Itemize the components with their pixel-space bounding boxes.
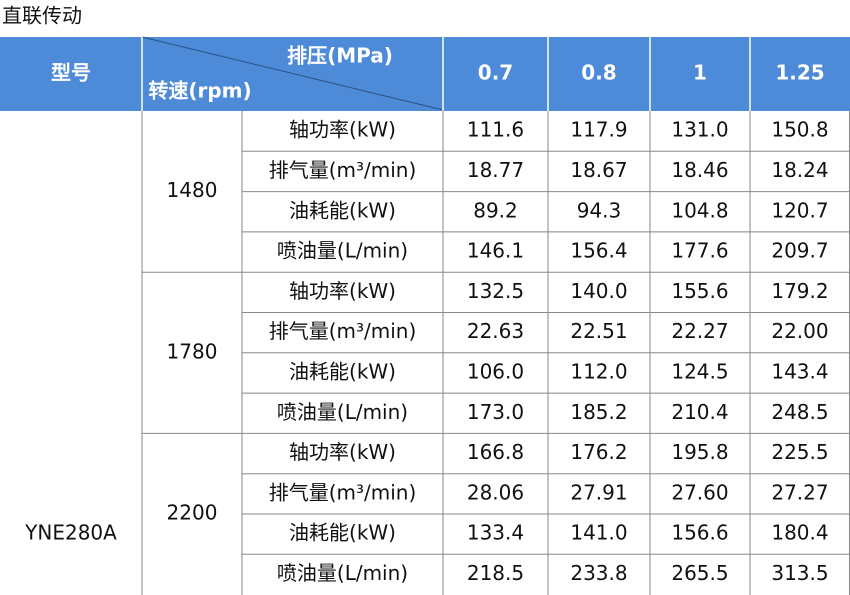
param: 油耗能(kW) — [289, 198, 396, 222]
value: 177.6 — [671, 239, 728, 263]
value: 120.7 — [771, 198, 828, 222]
value: 22.51 — [570, 319, 627, 343]
param: 排气量(m³/min) — [269, 480, 417, 504]
value: 27.60 — [671, 480, 728, 504]
header-pressure-value: 1 — [693, 61, 707, 85]
value: 124.5 — [671, 359, 728, 383]
model: YNE280A — [24, 521, 117, 545]
value: 265.5 — [671, 561, 728, 585]
value: 18.46 — [671, 158, 728, 182]
value: 146.1 — [467, 239, 524, 263]
param: 排气量(m³/min) — [269, 319, 417, 343]
param: 喷油量(L/min) — [277, 239, 408, 263]
header-model: 型号 — [51, 61, 91, 85]
value: 156.4 — [570, 239, 627, 263]
value: 248.5 — [771, 400, 828, 424]
header-speed: 转速(rpm) — [148, 79, 251, 103]
value: 18.24 — [771, 158, 828, 182]
value: 141.0 — [570, 521, 627, 545]
value: 106.0 — [467, 359, 524, 383]
value: 131.0 — [671, 118, 728, 142]
value: 22.63 — [467, 319, 524, 343]
value: 117.9 — [570, 118, 627, 142]
value: 143.4 — [771, 359, 828, 383]
value: 150.8 — [771, 118, 828, 142]
value: 209.7 — [771, 239, 828, 263]
value: 27.91 — [570, 480, 627, 504]
value: 22.27 — [671, 319, 728, 343]
param: 轴功率(kW) — [289, 118, 396, 142]
value: 173.0 — [467, 400, 524, 424]
value: 112.0 — [570, 359, 627, 383]
speed: 2200 — [167, 501, 218, 525]
value: 94.3 — [577, 198, 622, 222]
value: 179.2 — [771, 279, 828, 303]
value: 233.8 — [570, 561, 627, 585]
param: 油耗能(kW) — [289, 359, 396, 383]
value: 28.06 — [467, 480, 524, 504]
value: 313.5 — [771, 561, 828, 585]
param: 轴功率(kW) — [289, 440, 396, 464]
value: 176.2 — [570, 440, 627, 464]
value: 18.77 — [467, 158, 524, 182]
value: 27.27 — [771, 480, 828, 504]
value: 18.67 — [570, 158, 627, 182]
header-pressure: 排压(MPa) — [287, 44, 393, 68]
header-pressure-value: 0.7 — [478, 61, 513, 85]
value: 225.5 — [771, 440, 828, 464]
value: 111.6 — [467, 118, 524, 142]
page-title: 直联传动 — [2, 4, 82, 28]
value: 104.8 — [671, 198, 728, 222]
param: 喷油量(L/min) — [277, 561, 408, 585]
speed: 1480 — [167, 178, 218, 202]
value: 218.5 — [467, 561, 524, 585]
value: 210.4 — [671, 400, 728, 424]
value: 156.6 — [671, 521, 728, 545]
value: 132.5 — [467, 279, 524, 303]
header-bg — [0, 37, 850, 111]
param: 油耗能(kW) — [289, 521, 396, 545]
diagonal — [141, 36, 444, 111]
value: 180.4 — [771, 521, 828, 545]
speed: 1780 — [167, 339, 218, 363]
param: 轴功率(kW) — [289, 279, 396, 303]
value: 155.6 — [671, 279, 728, 303]
param: 喷油量(L/min) — [277, 400, 408, 424]
param: 排气量(m³/min) — [269, 158, 417, 182]
value: 185.2 — [570, 400, 627, 424]
value: 89.2 — [473, 198, 518, 222]
value: 195.8 — [671, 440, 728, 464]
value: 166.8 — [467, 440, 524, 464]
header-pressure-value: 0.8 — [581, 61, 616, 85]
value: 133.4 — [467, 521, 524, 545]
header-pressure-value: 1.25 — [775, 61, 824, 85]
value: 140.0 — [570, 279, 627, 303]
value: 22.00 — [771, 319, 828, 343]
